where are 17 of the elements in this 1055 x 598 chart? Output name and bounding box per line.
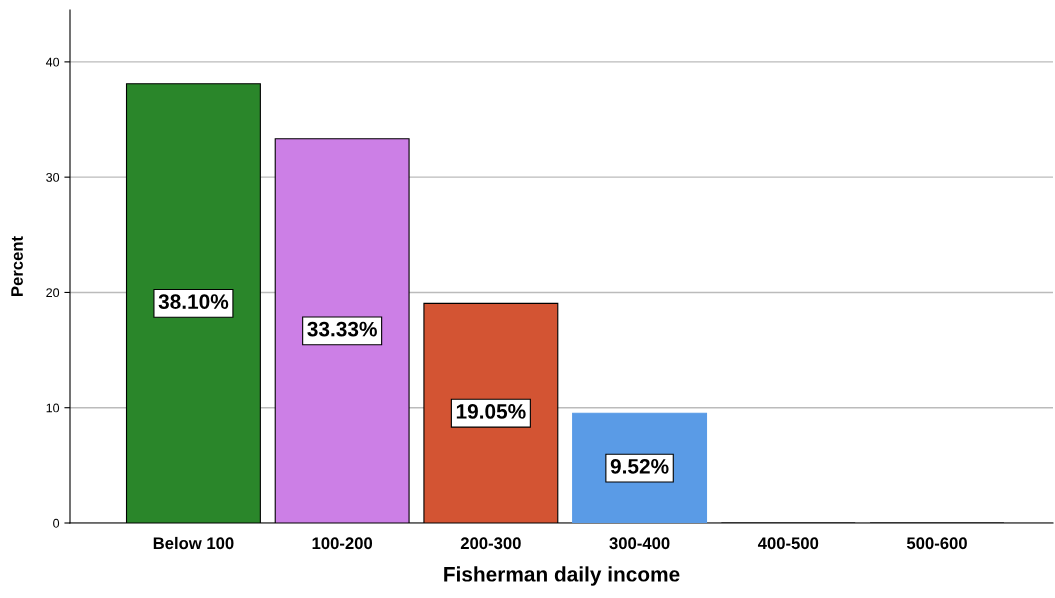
- x-tick-label: Below 100: [153, 536, 234, 550]
- data-label: 9.52%: [610, 458, 669, 474]
- y-tick-label: 0: [53, 518, 60, 528]
- y-tick-label: 20: [46, 288, 60, 298]
- y-tick-label: 30: [46, 172, 60, 182]
- x-tick-label: 100-200: [312, 537, 373, 550]
- x-tick-label: 500-600: [906, 537, 967, 550]
- y-tick-label: 40: [45, 57, 60, 67]
- data-label: 38.10%: [158, 294, 229, 310]
- x-tick-label: 200-300: [460, 537, 521, 550]
- data-label: 33.33%: [307, 321, 377, 337]
- y-axis-title: Percent: [11, 236, 23, 296]
- data-label: 19.05%: [456, 404, 526, 419]
- x-tick-label: 300-400: [609, 537, 670, 550]
- y-tick-label: 10: [46, 403, 60, 413]
- x-tick-label: 400-500: [757, 537, 819, 550]
- x-axis-title: Fisherman daily income: [444, 566, 680, 586]
